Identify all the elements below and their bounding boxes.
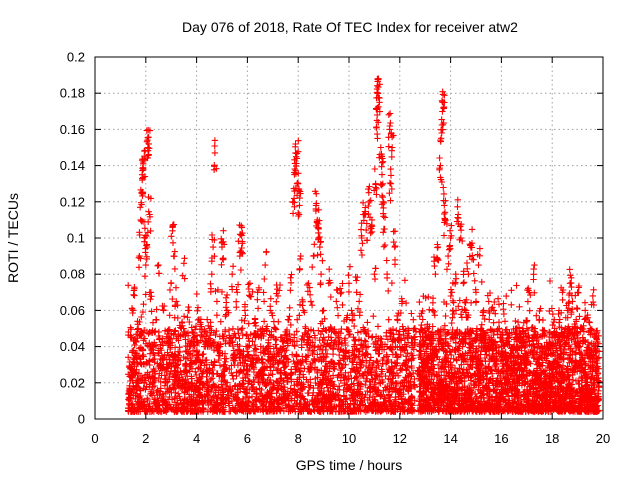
x-tick-label: 18 <box>545 431 559 446</box>
y-tick-label: 0.1 <box>67 231 85 246</box>
x-tick-label: 2 <box>142 431 149 446</box>
x-tick-label: 12 <box>393 431 407 446</box>
y-tick-label: 0.02 <box>60 375 85 390</box>
y-tick-label: 0.12 <box>60 194 85 209</box>
x-tick-label: 4 <box>193 431 200 446</box>
x-tick-label: 16 <box>494 431 508 446</box>
chart-title: Day 076 of 2018, Rate Of TEC Index for r… <box>182 19 518 35</box>
y-tick-label: 0.08 <box>60 267 85 282</box>
x-tick-label: 6 <box>244 431 251 446</box>
y-tick-label: 0.14 <box>60 158 85 173</box>
x-tick-label: 20 <box>596 431 610 446</box>
y-tick-label: 0.2 <box>67 50 85 65</box>
y-tick-label: 0.18 <box>60 86 85 101</box>
x-tick-label: 8 <box>295 431 302 446</box>
x-axis-label: GPS time / hours <box>296 457 403 473</box>
y-tick-label: 0.06 <box>60 303 85 318</box>
x-tick-labels: 0 2 4 6 8 10 12 14 16 18 20 <box>91 431 610 446</box>
y-tick-label: 0 <box>78 412 85 427</box>
roti-points <box>124 75 603 415</box>
x-tick-label: 14 <box>443 431 457 446</box>
y-tick-label: 0.16 <box>60 122 85 137</box>
y-tick-label: 0.04 <box>60 339 85 354</box>
x-tick-label: 10 <box>342 431 356 446</box>
data-points <box>124 75 603 415</box>
y-axis-label: ROTI / TECUs <box>5 193 21 283</box>
x-tick-label: 0 <box>91 431 98 446</box>
y-tick-labels: 0 0.02 0.04 0.06 0.08 0.1 0.12 0.14 0.16 0.18 0.2 <box>60 50 85 427</box>
axis-ticks <box>94 56 604 420</box>
